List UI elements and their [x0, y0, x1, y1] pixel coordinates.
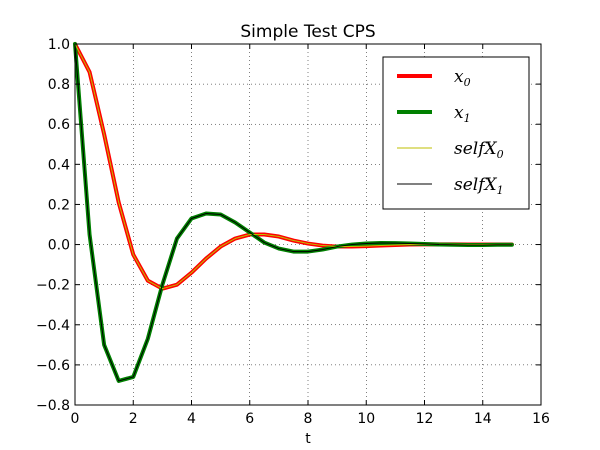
y-tick-label: −0.8: [36, 398, 70, 414]
y-tick-label: 0.6: [48, 117, 70, 133]
x-axis-label: t: [305, 431, 311, 447]
y-tick-label: 0.2: [48, 197, 70, 213]
legend: x0 x1 selfX0 selfX1: [382, 56, 530, 210]
y-tick-labels: −0.8 −0.6 −0.4 −0.2 0.0 0.2 0.4 0.6 0.8 1.0: [36, 37, 70, 414]
y-tick-label: 0.4: [48, 157, 70, 173]
x-tick-label: 16: [532, 411, 550, 427]
y-tick-label: −0.4: [36, 318, 70, 334]
axis-ticks: [74, 43, 542, 406]
x-tick-label: 4: [187, 411, 196, 427]
y-tick-label: 0.8: [48, 77, 70, 93]
x-tick-labels: 0 2 4 6 8 10 12 14 16: [71, 411, 550, 427]
y-tick-label: 0.0: [48, 238, 70, 254]
x-tick-label: 12: [416, 411, 434, 427]
chart-title: Simple Test CPS: [240, 22, 375, 42]
series-lines: [73, 42, 514, 383]
x-tick-label: 14: [474, 411, 492, 427]
series-line-3: [74, 43, 513, 382]
legend-label-2: selfX0: [454, 139, 504, 161]
x-tick-label: 2: [129, 411, 138, 427]
legend-label-0: x0: [454, 67, 471, 89]
legend-label-1: x1: [454, 103, 471, 125]
legend-label-3: selfX1: [454, 175, 504, 197]
y-tick-label: −0.2: [36, 278, 70, 294]
x-tick-label: 8: [304, 411, 313, 427]
x-tick-label: 6: [245, 411, 254, 427]
y-tick-label: 1.0: [48, 37, 70, 53]
y-tick-label: −0.6: [36, 358, 70, 374]
x-tick-label: 0: [71, 411, 80, 427]
x-tick-label: 10: [357, 411, 375, 427]
